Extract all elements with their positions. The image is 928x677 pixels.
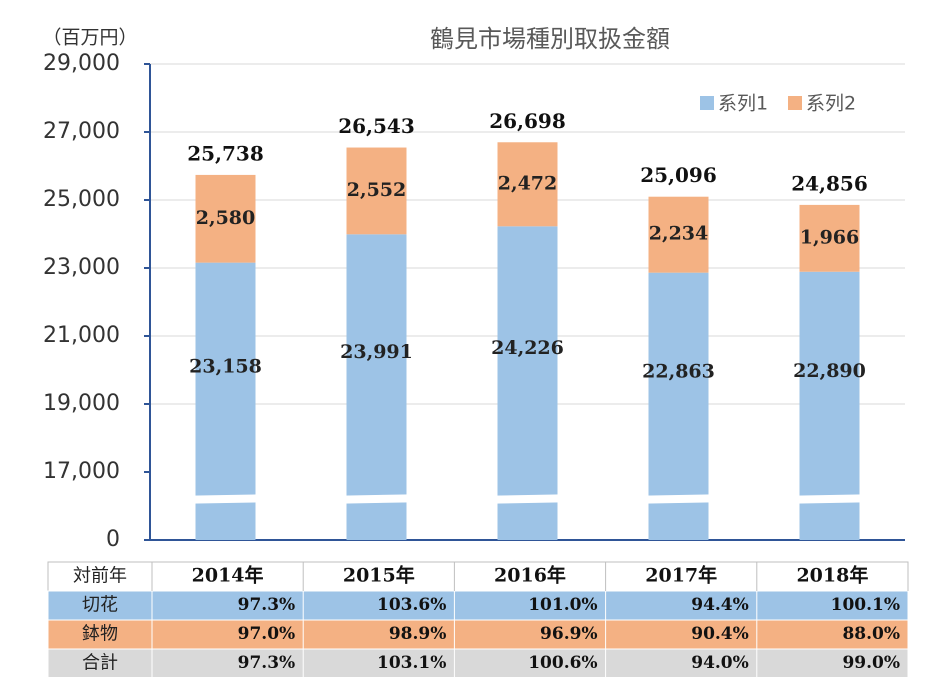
table-cell: 90.4% bbox=[691, 624, 749, 644]
row-label: 合計 bbox=[82, 653, 118, 674]
legend-swatch bbox=[700, 96, 714, 110]
y-tick-label: 25,000 bbox=[43, 187, 120, 212]
total-label: 25,738 bbox=[187, 141, 264, 165]
table-row-bg bbox=[47, 619, 909, 650]
axis-break bbox=[191, 494, 260, 504]
value-label: 23,158 bbox=[189, 355, 262, 377]
axis-break bbox=[342, 494, 411, 504]
x-tick-label: 2014年 bbox=[192, 564, 264, 587]
axis-break bbox=[644, 494, 713, 504]
chart-title: 鶴見市場種別取扱金額 bbox=[430, 25, 670, 53]
value-label: 23,991 bbox=[340, 341, 413, 363]
bar-segment bbox=[195, 174, 256, 263]
table-cell: 103.6% bbox=[377, 595, 446, 615]
y-tick-label: 29,000 bbox=[43, 51, 120, 76]
table-cell: 94.4% bbox=[691, 595, 749, 615]
y-tick-label: 27,000 bbox=[43, 119, 120, 144]
value-label: 24,226 bbox=[491, 337, 564, 359]
table-cell: 98.9% bbox=[389, 624, 447, 644]
row-label: 鉢物 bbox=[82, 624, 118, 645]
table-cell: 97.3% bbox=[238, 595, 296, 615]
bar-segment bbox=[346, 147, 407, 235]
total-label: 26,698 bbox=[489, 109, 566, 133]
bar-segment bbox=[497, 142, 558, 227]
table-cell: 94.0% bbox=[691, 653, 749, 673]
x-tick-label: 2018年 bbox=[796, 564, 868, 587]
x-tick-label: 2016年 bbox=[494, 564, 566, 587]
bar-segment bbox=[799, 204, 860, 272]
total-label: 26,543 bbox=[338, 114, 415, 138]
axis-break bbox=[895, 495, 925, 503]
value-label: 1,966 bbox=[800, 226, 860, 248]
total-label: 24,856 bbox=[791, 171, 868, 195]
axis-break bbox=[795, 494, 864, 504]
table-header-bg bbox=[47, 561, 909, 592]
bar-segment bbox=[497, 226, 558, 541]
value-label: 2,234 bbox=[649, 223, 709, 245]
table-cell: 100.1% bbox=[831, 595, 900, 615]
value-label: 22,890 bbox=[793, 360, 866, 382]
value-label: 2,580 bbox=[196, 207, 256, 229]
value-label: 2,472 bbox=[498, 172, 558, 194]
table-row-bg bbox=[47, 648, 909, 677]
table-cell: 88.0% bbox=[842, 624, 900, 644]
y-tick-label: 19,000 bbox=[43, 391, 120, 416]
table-cell: 103.1% bbox=[377, 653, 446, 673]
legend-label: 系列2 bbox=[806, 93, 856, 115]
table-cell: 100.6% bbox=[528, 653, 597, 673]
x-tick-label: 2017年 bbox=[645, 564, 717, 587]
y-tick-label: 17,000 bbox=[43, 459, 120, 484]
table-row-bg bbox=[47, 590, 909, 621]
bar-segment bbox=[195, 262, 256, 540]
value-label: 2,552 bbox=[347, 179, 407, 201]
table-cell: 97.3% bbox=[238, 653, 296, 673]
total-label: 25,096 bbox=[640, 163, 717, 187]
row-label: 切花 bbox=[82, 595, 118, 616]
unit-label: （百万円） bbox=[42, 27, 137, 49]
legend-swatch bbox=[788, 96, 802, 110]
table-cell: 97.0% bbox=[238, 624, 296, 644]
value-label: 22,863 bbox=[642, 360, 715, 382]
x-tick-label: 2015年 bbox=[343, 564, 415, 587]
legend-label: 系列1 bbox=[718, 93, 768, 115]
axis-break bbox=[493, 494, 562, 504]
table-cell: 96.9% bbox=[540, 624, 598, 644]
bar-segment bbox=[648, 196, 709, 273]
bar-segment bbox=[346, 234, 407, 540]
table-cell: 99.0% bbox=[842, 653, 900, 673]
y-tick-label: 23,000 bbox=[43, 255, 120, 280]
table-cell: 101.0% bbox=[528, 595, 597, 615]
y-tick-label: 0 bbox=[106, 527, 120, 552]
y-tick-label: 21,000 bbox=[43, 323, 120, 348]
table-header: 対前年 bbox=[73, 566, 127, 587]
